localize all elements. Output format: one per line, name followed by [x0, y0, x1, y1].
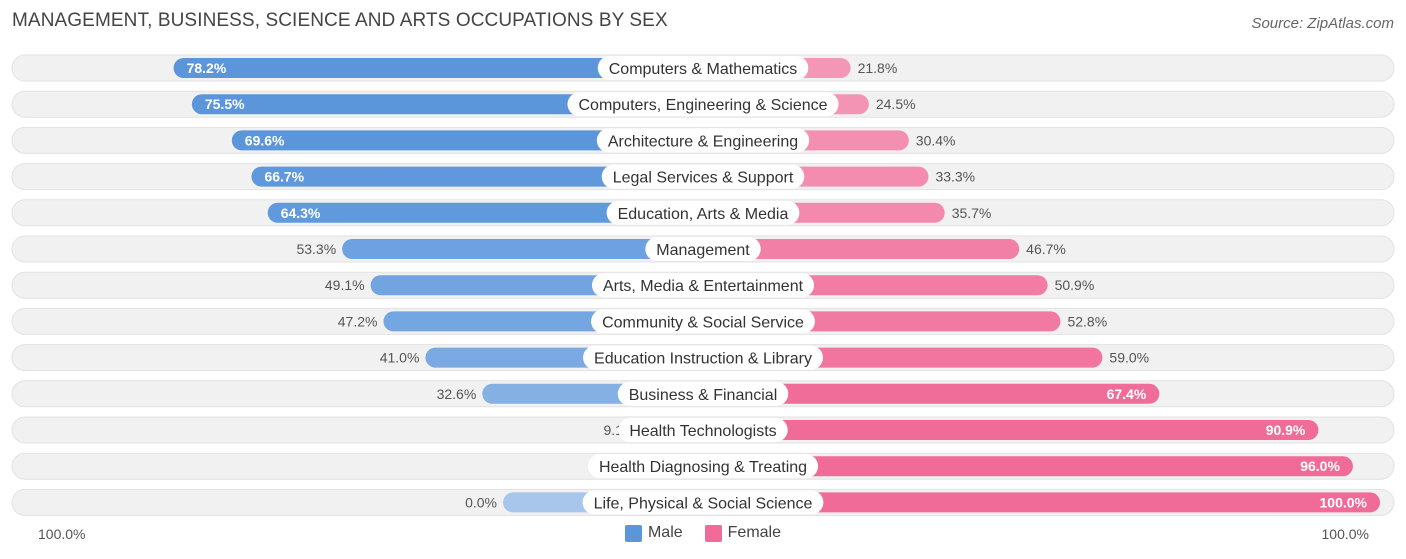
data-label-male: 47.2%: [338, 313, 378, 329]
category-label: Life, Physical & Social Science: [594, 495, 813, 512]
legend-label-female: Female: [727, 524, 782, 541]
category-label: Community & Social Service: [602, 314, 804, 331]
legend-item-male: Male: [624, 524, 683, 542]
bar-female: [693, 492, 1380, 513]
category-label-pill: [617, 381, 789, 406]
category-label: Health Diagnosing & Treating: [599, 459, 807, 476]
legend-swatch-female: [704, 524, 722, 542]
data-label-female: 90.9%: [1266, 422, 1306, 438]
category-label-pill: [597, 56, 809, 80]
data-label-female: 46.7%: [1026, 241, 1066, 257]
category-label-pill: [618, 418, 788, 442]
category-label: Computers, Engineering & Science: [578, 97, 827, 114]
category-label: Management: [656, 242, 750, 259]
data-label-male: 78.2%: [187, 60, 227, 76]
legend-item-female: Female: [704, 524, 782, 542]
category-label-pill: [583, 345, 823, 370]
category-label-pill: [591, 309, 815, 334]
data-label-female: 67.4%: [1107, 386, 1147, 402]
category-label-pill: [606, 200, 800, 225]
legend-label-male: Male: [647, 524, 683, 541]
data-label-male: 41.0%: [380, 350, 420, 366]
category-label: Architecture & Engineering: [608, 133, 798, 150]
bar-female: [693, 456, 1353, 477]
category-label-pill: [567, 92, 839, 117]
legend: Male Female: [0, 524, 1406, 542]
category-label: Health Technologists: [629, 423, 776, 440]
data-label-female: 52.8%: [1067, 313, 1107, 329]
bar-female: [693, 383, 1160, 404]
data-label-male: 75.5%: [205, 96, 245, 112]
data-label-female: 33.3%: [935, 169, 975, 185]
category-label-pill: [587, 454, 819, 479]
category-label-pill: [591, 273, 815, 298]
category-label: Education Instruction & Library: [594, 351, 812, 368]
category-label-pill: [582, 490, 824, 515]
bar-male: [251, 166, 714, 187]
category-label-pill: [601, 164, 805, 189]
category-label-pill: [596, 128, 810, 153]
source-credit: Source: ZipAtlas.com: [1251, 15, 1394, 32]
bar-male: [231, 130, 714, 151]
bar-female: [693, 420, 1319, 440]
data-label-female: 59.0%: [1109, 350, 1149, 366]
data-label-female: 30.4%: [916, 132, 956, 148]
data-label-male: 32.6%: [437, 386, 477, 402]
bar-male: [342, 239, 713, 259]
data-label-male: 53.3%: [296, 241, 336, 257]
axis-label-right: 100.0%: [1321, 526, 1369, 542]
chart-title: MANAGEMENT, BUSINESS, SCIENCE AND ARTS O…: [12, 10, 668, 31]
category-label: Arts, Media & Entertainment: [603, 278, 804, 295]
legend-swatch-male: [624, 524, 642, 542]
data-label-male: 69.6%: [245, 132, 285, 148]
chart-area: 78.2% 21.8% Computers & Mathematics 75.5% 24…: [11, 54, 1395, 516]
data-label-male: 66.7%: [264, 169, 304, 185]
category-label: Legal Services & Support: [613, 170, 794, 187]
category-label: Education, Arts & Media: [618, 206, 789, 223]
data-label-female: 96.0%: [1300, 458, 1340, 474]
data-label-male: 49.1%: [325, 277, 365, 293]
data-label-female: 100.0%: [1320, 494, 1368, 510]
data-label-male: 64.3%: [281, 205, 321, 221]
bar-male: [173, 58, 713, 78]
axis-label-left: 100.0%: [38, 526, 86, 542]
bar-female: [693, 239, 1020, 259]
category-label-pill: [645, 237, 761, 261]
category-label: Computers & Mathematics: [609, 61, 798, 78]
data-label-female: 21.8%: [858, 60, 898, 76]
data-label-male: 0.0%: [465, 494, 497, 510]
data-label-female: 50.9%: [1055, 277, 1095, 293]
data-label-female: 35.7%: [952, 205, 992, 221]
bar-male: [267, 202, 713, 223]
category-label: Business & Financial: [629, 387, 778, 404]
data-label-female: 24.5%: [876, 96, 916, 112]
